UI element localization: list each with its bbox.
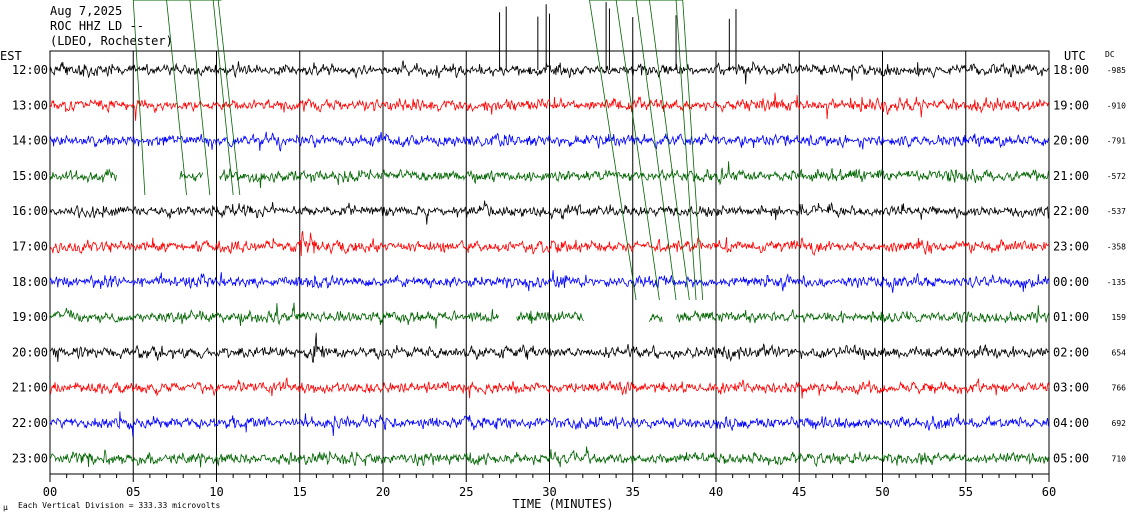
est-hour-label: 22:00 bbox=[12, 416, 48, 430]
est-hour-label: 14:00 bbox=[12, 134, 48, 148]
utc-hour-label: 21:00 bbox=[1053, 169, 1089, 183]
dc-offset-label: -985 bbox=[1107, 66, 1126, 75]
overlap-stroke bbox=[635, 0, 677, 301]
x-tick-label: 50 bbox=[875, 485, 889, 499]
x-tick-label: 35 bbox=[626, 485, 640, 499]
trace-row bbox=[49, 161, 1050, 189]
est-hour-label: 12:00 bbox=[12, 63, 48, 77]
trace-row bbox=[49, 332, 1050, 363]
utc-hour-label: 03:00 bbox=[1053, 381, 1089, 395]
dc-offset-label: -358 bbox=[1107, 243, 1126, 252]
est-hour-label: 13:00 bbox=[12, 98, 48, 112]
x-tick-label: 20 bbox=[376, 485, 390, 499]
x-tick-label: 15 bbox=[293, 485, 307, 499]
trace-row bbox=[49, 131, 1050, 152]
vertical-scale-note: Each Vertical Division = 333.33 microvol… bbox=[18, 501, 220, 510]
dc-offset-label: -910 bbox=[1107, 101, 1126, 110]
est-hour-label: 21:00 bbox=[12, 381, 48, 395]
dc-offset-label: 654 bbox=[1112, 348, 1127, 357]
dc-offset-label: -537 bbox=[1107, 207, 1126, 216]
x-tick-label: 45 bbox=[792, 485, 806, 499]
utc-hour-label: 05:00 bbox=[1053, 451, 1089, 465]
utc-hour-label: 22:00 bbox=[1053, 204, 1089, 218]
est-hour-label: 17:00 bbox=[12, 240, 48, 254]
plot-frame bbox=[49, 50, 1050, 482]
trace-row bbox=[49, 231, 1050, 257]
est-hour-label: 16:00 bbox=[12, 204, 48, 218]
overlap-stroke bbox=[189, 0, 211, 196]
trace-row bbox=[49, 200, 1050, 225]
x-tick-label: 30 bbox=[542, 485, 556, 499]
header-network: (LDEO, Rochester) bbox=[50, 34, 173, 48]
overlap-stroke bbox=[615, 0, 660, 301]
est-hour-label: 15:00 bbox=[12, 169, 48, 183]
x-tick-label: 05 bbox=[126, 485, 140, 499]
overlap-stroke bbox=[166, 0, 187, 196]
x-tick-label: 55 bbox=[959, 485, 973, 499]
x-axis-title: TIME (MINUTES) bbox=[512, 497, 613, 511]
dc-offset-label: 766 bbox=[1112, 384, 1127, 393]
scale-glyph: μ bbox=[3, 503, 8, 512]
utc-hour-label: 18:00 bbox=[1053, 63, 1089, 77]
x-tick-label: 10 bbox=[209, 485, 223, 499]
overlap-stroke bbox=[217, 0, 241, 196]
utc-hour-label: 19:00 bbox=[1053, 98, 1089, 112]
x-tick-label: 25 bbox=[459, 485, 473, 499]
overlap-stroke bbox=[649, 0, 690, 301]
trace-row bbox=[49, 411, 1050, 437]
dc-offset-label: -572 bbox=[1107, 172, 1126, 181]
trace-row bbox=[49, 446, 1050, 468]
utc-hour-label: 20:00 bbox=[1053, 134, 1089, 148]
header-channel: ROC HHZ LD -- bbox=[50, 19, 144, 33]
utc-hour-label: 23:00 bbox=[1053, 240, 1089, 254]
trace-row bbox=[49, 376, 1050, 399]
x-tick-label: 00 bbox=[43, 485, 57, 499]
overlap-stroke bbox=[675, 0, 697, 301]
axis-labels: 00 05 10 15 20 25 30 35 40 45 50 55 60 12:00 18:00 -985… bbox=[12, 63, 1126, 499]
est-hour-label: 20:00 bbox=[12, 345, 48, 359]
est-hour-label: 18:00 bbox=[12, 275, 48, 289]
trace-row bbox=[49, 92, 1050, 121]
utc-hour-label: 00:00 bbox=[1053, 275, 1089, 289]
dc-offset-label: -791 bbox=[1107, 137, 1126, 146]
dc-column-label: DC bbox=[1105, 50, 1115, 59]
overlap-stroke bbox=[589, 0, 637, 301]
utc-zone-label: UTC bbox=[1064, 49, 1086, 63]
dc-offset-label: -135 bbox=[1107, 278, 1126, 287]
x-tick-label: 40 bbox=[709, 485, 723, 499]
header-date: Aug 7,2025 bbox=[50, 4, 122, 18]
overlap-stroke bbox=[212, 0, 234, 196]
x-tick-label: 60 bbox=[1042, 485, 1056, 499]
dc-offset-label: 159 bbox=[1112, 313, 1127, 322]
est-zone-label: EST bbox=[0, 49, 22, 63]
trace-row bbox=[49, 270, 1050, 293]
overlap-stroke bbox=[682, 0, 704, 301]
trace-row bbox=[49, 302, 1050, 329]
dc-offset-label: 710 bbox=[1112, 454, 1127, 463]
utc-hour-label: 02:00 bbox=[1053, 345, 1089, 359]
utc-hour-label: 04:00 bbox=[1053, 416, 1089, 430]
est-hour-label: 19:00 bbox=[12, 310, 48, 324]
dc-offset-label: 692 bbox=[1112, 419, 1127, 428]
overlap-stroke bbox=[132, 0, 146, 196]
seismogram-traces bbox=[49, 0, 1050, 468]
utc-hour-label: 01:00 bbox=[1053, 310, 1089, 324]
est-hour-label: 23:00 bbox=[12, 451, 48, 465]
